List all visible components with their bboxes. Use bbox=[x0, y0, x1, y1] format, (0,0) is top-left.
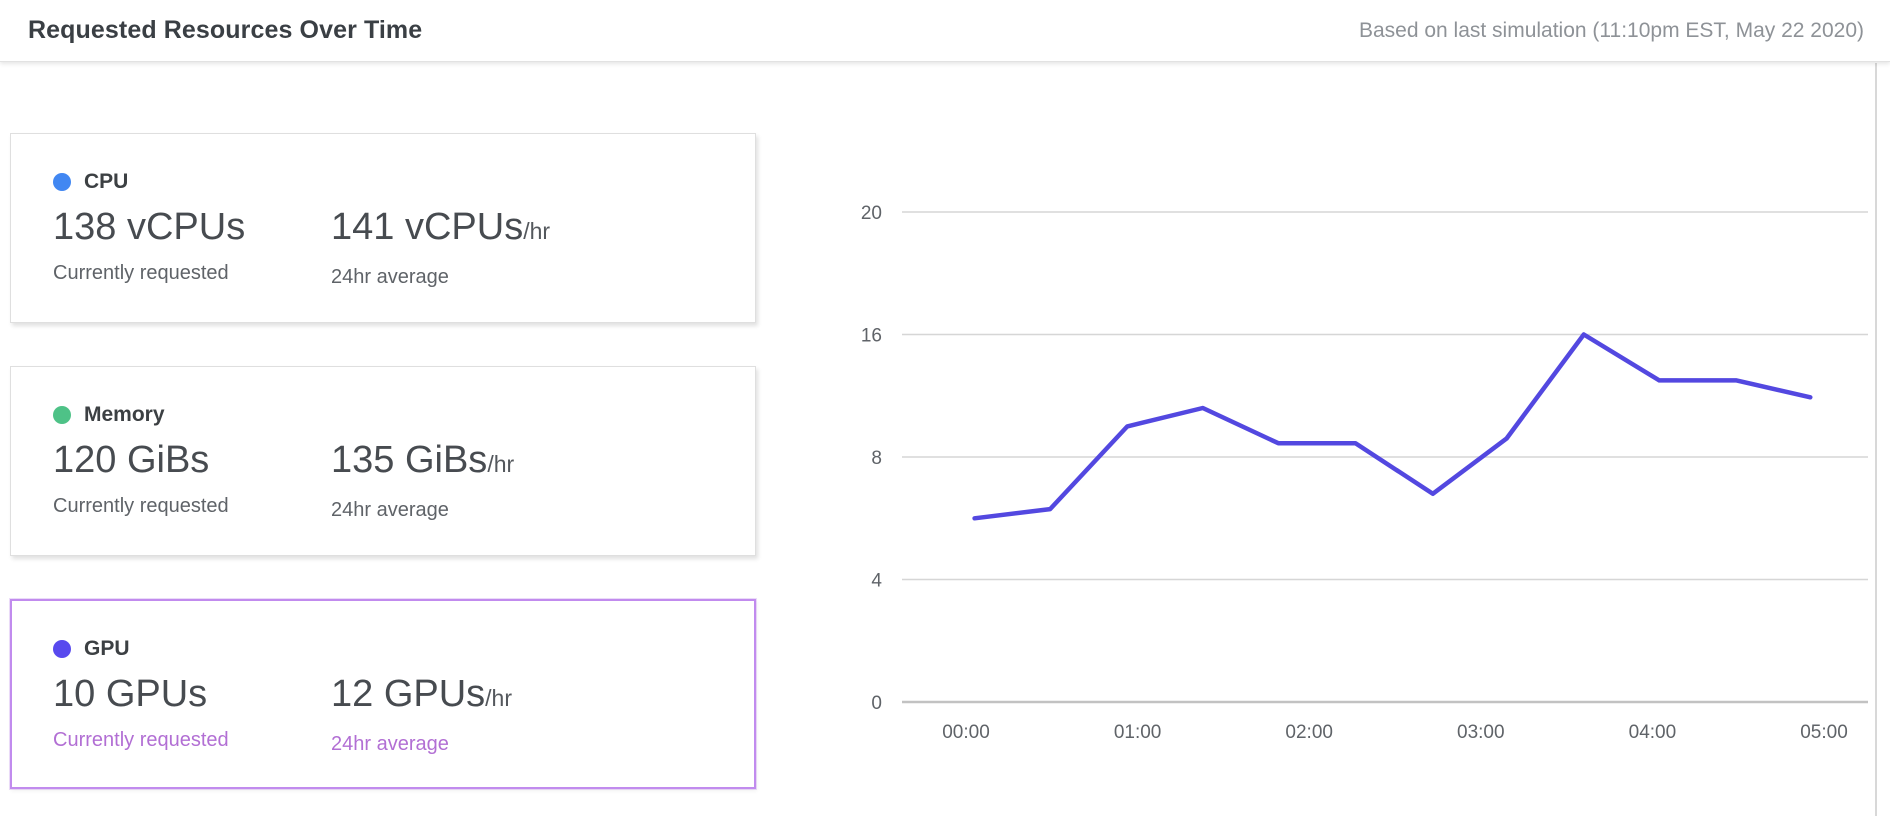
gpu-average-caption: 24hr average bbox=[331, 733, 449, 755]
gpu-card-header: GPU bbox=[53, 601, 754, 661]
simulation-timestamp: Based on last simulation (11:10pm EST, M… bbox=[1358, 18, 1864, 42]
gpu-current-value: 10 GPUs bbox=[53, 673, 208, 715]
y-tick-label-16: 16 bbox=[861, 326, 882, 347]
x-tick-label-03:00: 03:00 bbox=[1457, 722, 1505, 743]
gpu-average-value: 12 GPUs/hr bbox=[331, 672, 512, 720]
x-tick-label-05:00: 05:00 bbox=[1800, 722, 1848, 743]
panel-right-divider bbox=[1875, 63, 1877, 816]
memory-card[interactable]: Memory 120 GiBs Currently requested 135 … bbox=[10, 366, 756, 556]
memory-legend-dot-icon bbox=[53, 406, 71, 424]
memory-average-value: 135 GiBs/hr bbox=[331, 438, 514, 486]
page-title: Requested Resources Over Time bbox=[28, 16, 423, 44]
cpu-card-header: CPU bbox=[53, 134, 755, 194]
y-tick-label-8: 8 bbox=[871, 448, 882, 469]
x-tick-label-01:00: 01:00 bbox=[1114, 722, 1162, 743]
x-tick-label-02:00: 02:00 bbox=[1285, 722, 1333, 743]
cpu-average-value: 141 vCPUs/hr bbox=[331, 205, 550, 253]
resource-cards: CPU 138 vCPUs Currently requested 141 vC… bbox=[10, 133, 756, 816]
cpu-average-unit: /hr bbox=[523, 218, 551, 244]
y-tick-label-20: 20 bbox=[861, 203, 882, 224]
cpu-card-values: 138 vCPUs Currently requested 141 vCPUs/… bbox=[53, 205, 755, 289]
memory-average-unit: /hr bbox=[487, 451, 515, 477]
y-tick-label-0: 0 bbox=[871, 693, 882, 714]
cpu-average-caption: 24hr average bbox=[331, 266, 449, 288]
y-tick-label-4: 4 bbox=[871, 571, 882, 592]
cpu-card-label: CPU bbox=[84, 170, 129, 193]
cpu-current-caption: Currently requested bbox=[53, 262, 229, 284]
panel-header: Requested Resources Over Time Based on l… bbox=[0, 0, 1890, 62]
memory-card-header: Memory bbox=[53, 367, 755, 427]
gpu-average-unit: /hr bbox=[485, 685, 513, 711]
memory-card-values: 120 GiBs Currently requested 135 GiBs/hr… bbox=[53, 438, 755, 522]
gpu-card-values: 10 GPUs Currently requested 12 GPUs/hr 2… bbox=[53, 672, 754, 756]
cpu-legend-dot-icon bbox=[53, 173, 71, 191]
gpu-legend-dot-icon bbox=[53, 640, 71, 658]
memory-current-caption: Currently requested bbox=[53, 495, 229, 517]
gpu-current-caption: Currently requested bbox=[53, 729, 229, 751]
chart-svg: 0 4 8 16 20 00:00 01:00 02:00 03:00 04:00 05:00 bbox=[861, 203, 1868, 743]
memory-current-value: 120 GiBs bbox=[53, 439, 210, 481]
memory-average-caption: 24hr average bbox=[331, 499, 449, 521]
gpu-card[interactable]: GPU 10 GPUs Currently requested 12 GPUs/… bbox=[10, 599, 756, 789]
x-tick-label-00:00: 00:00 bbox=[942, 722, 990, 743]
cpu-average-number: 141 vCPUs bbox=[331, 206, 524, 248]
gpu-average-number: 12 GPUs bbox=[331, 673, 486, 715]
resource-usage-line-chart: 0 4 8 16 20 00:00 01:00 02:00 03:00 04:00 05:00 bbox=[840, 140, 1878, 760]
x-tick-label-04:00: 04:00 bbox=[1629, 722, 1677, 743]
data-line-gpu-requested bbox=[972, 332, 1813, 521]
memory-card-label: Memory bbox=[84, 403, 165, 426]
cpu-current-value: 138 vCPUs bbox=[53, 206, 246, 248]
gpu-card-label: GPU bbox=[84, 637, 130, 660]
memory-average-number: 135 GiBs bbox=[331, 439, 488, 481]
cpu-card[interactable]: CPU 138 vCPUs Currently requested 141 vC… bbox=[10, 133, 756, 323]
